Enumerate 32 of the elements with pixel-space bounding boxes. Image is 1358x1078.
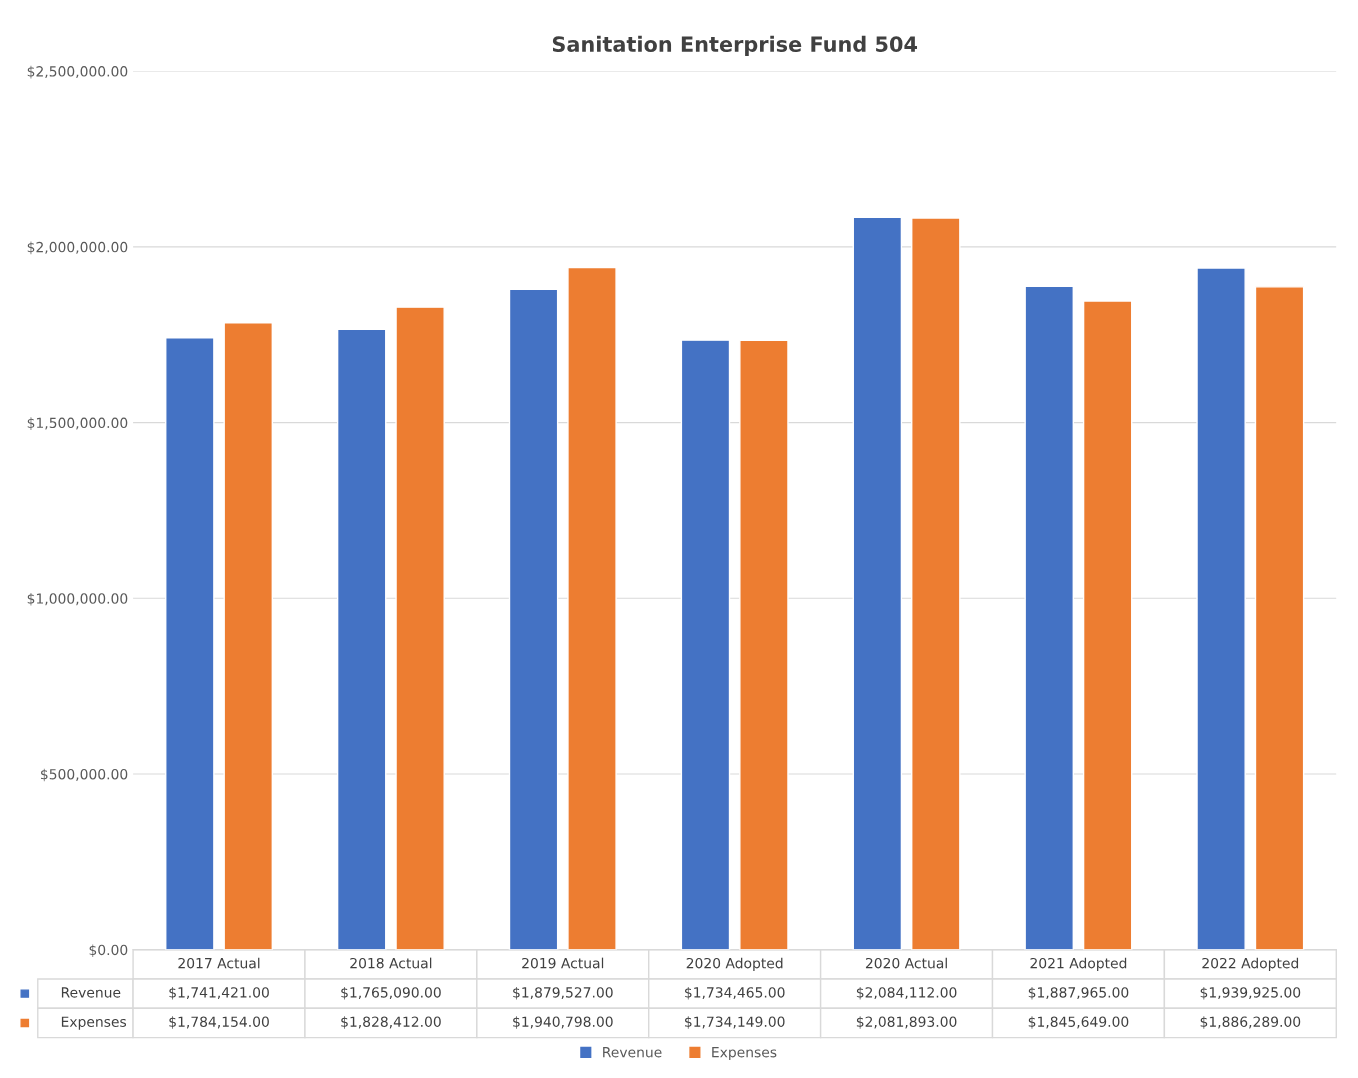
- text: Revenue: [61, 987, 121, 998]
- x-tick-label: 2018 Actual: [350, 957, 432, 969]
- x-tick-label: 2017 Actual: [178, 957, 260, 969]
- x-tick-label: 2020 Actual: [865, 957, 947, 969]
- y-tick-label: $1,000,000.00: [27, 593, 128, 606]
- data-label: $1,845,649.00: [1028, 1016, 1129, 1029]
- x-tick-label: 2020 Adopted: [686, 957, 783, 972]
- data-label: $1,886,289.00: [1200, 1016, 1301, 1029]
- data-label: $1,734,149.00: [685, 1016, 785, 1029]
- data-label: $1,828,412.00: [341, 1016, 441, 1029]
- data-label: $2,084,112.00: [856, 986, 957, 1000]
- data-label: $1,765,090.00: [341, 986, 441, 1000]
- y-tick-label: $2,000,000.00: [27, 241, 128, 255]
- chart-title: Sanitation Enterprise Fund 504: [552, 35, 918, 57]
- data-label: $2,081,893.00: [856, 1016, 957, 1029]
- data-label: $1,939,925.00: [1200, 986, 1301, 1000]
- legend-label: Expenses: [712, 1047, 777, 1061]
- y-tick-label: $0.00: [89, 944, 128, 958]
- data-label: $1,734,465.00: [685, 986, 785, 1000]
- y-tick-label: $500,000.00: [41, 768, 128, 782]
- text: Expenses: [61, 1016, 127, 1030]
- data-label: $1,784,154.00: [169, 1016, 269, 1029]
- legend-label: Revenue: [603, 1047, 662, 1058]
- data-label: $1,887,965.00: [1028, 986, 1129, 1000]
- y-tick-label: $2,500,000.00: [27, 65, 128, 79]
- data-label: $1,741,421.00: [169, 986, 269, 1000]
- x-tick-label: 2022 Adopted: [1202, 957, 1299, 972]
- y-tick-label: $1,500,000.00: [27, 417, 128, 430]
- data-label: $1,940,798.00: [513, 1016, 613, 1029]
- data-label: $1,879,527.00: [513, 986, 613, 1000]
- x-tick-label: 2019 Actual: [522, 957, 604, 969]
- x-tick-label: 2021 Adopted: [1030, 957, 1127, 972]
